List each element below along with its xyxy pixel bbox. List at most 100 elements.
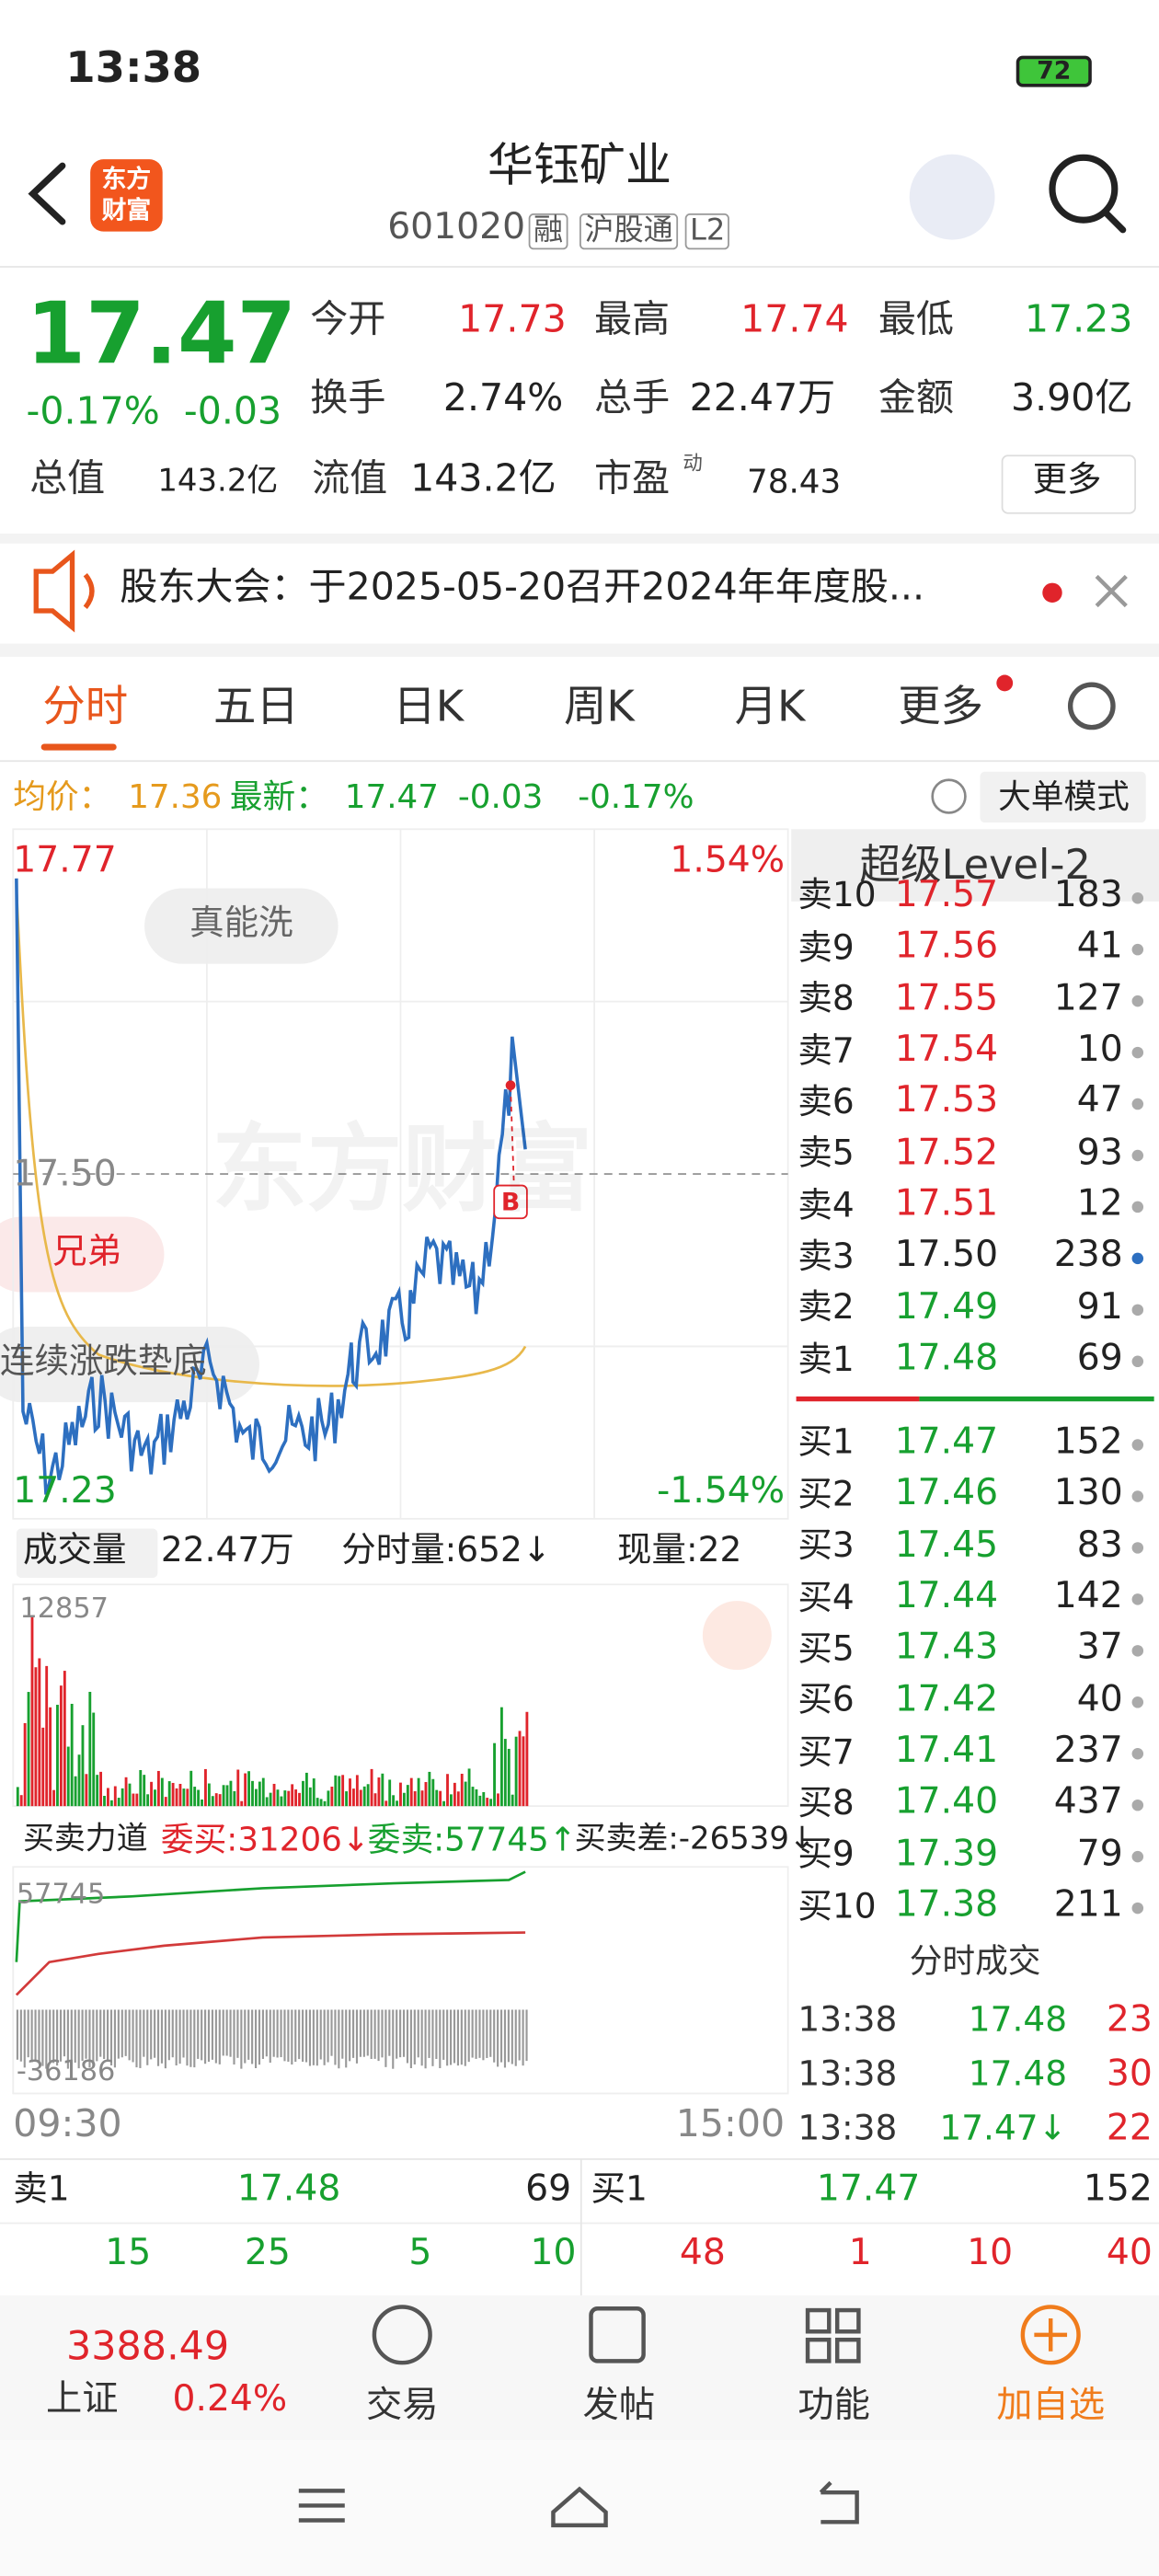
- volume-bar: [128, 1783, 132, 1807]
- more-button: 更多: [1032, 460, 1102, 500]
- volume-bar: [251, 1780, 254, 1807]
- row-dot: [1131, 1355, 1144, 1368]
- force-bar: [164, 2009, 166, 2069]
- force-bar: [518, 2009, 521, 2061]
- close-icon[interactable]: [1095, 574, 1128, 608]
- force-bar: [471, 2009, 474, 2058]
- volume-bar: [258, 1781, 261, 1807]
- volume-bar: [431, 1778, 435, 1807]
- force-bar: [85, 2009, 87, 2059]
- search-icon[interactable]: [1049, 154, 1119, 224]
- volume-minute: 分时量:652↓: [341, 1531, 552, 1570]
- tag-pill: [0, 1216, 165, 1293]
- volume-total: 22.47万: [160, 1531, 294, 1570]
- bid-label: 买7: [798, 1731, 855, 1771]
- volume-bar: [471, 1787, 475, 1807]
- field-label: 总手: [594, 378, 671, 421]
- force-bar: [258, 2009, 261, 2065]
- function-icon[interactable]: [805, 2307, 832, 2334]
- volume-bar: [518, 1731, 522, 1807]
- force-bar: [464, 2009, 466, 2066]
- force-bar: [525, 2009, 528, 2062]
- force-bar: [135, 2009, 138, 2068]
- force-bar: [453, 2009, 456, 2064]
- ask-label: 卖4: [798, 1184, 855, 1225]
- volume-bar: [287, 1790, 291, 1807]
- system-nav: [0, 2440, 1159, 2576]
- divider: [0, 643, 1159, 657]
- volume-bar: [298, 1792, 301, 1807]
- home-icon[interactable]: [551, 2486, 608, 2528]
- menu-icon[interactable]: [298, 2489, 345, 2523]
- volume-bar: [323, 1800, 327, 1807]
- force-bar: [27, 2009, 29, 2058]
- field-value: 22.47万: [689, 378, 836, 421]
- buy-count: 10: [967, 2232, 1014, 2274]
- index-change: 0.24%: [172, 2378, 288, 2421]
- force-bar: [146, 2009, 149, 2065]
- bid-label: 买8: [798, 1782, 855, 1823]
- back-nav-icon[interactable]: [819, 2480, 859, 2524]
- volume-bar: [240, 1800, 244, 1807]
- force-bar: [338, 2009, 340, 2069]
- marker-dot: [505, 1080, 516, 1091]
- volume-bar: [201, 1799, 203, 1807]
- logo: [90, 159, 163, 232]
- volume-bar: [247, 1771, 250, 1807]
- force-bar: [402, 2009, 406, 2057]
- mode-button[interactable]: [980, 771, 1146, 823]
- volume-bar: [233, 1790, 236, 1807]
- volume-selector[interactable]: [16, 1528, 158, 1579]
- ask-line: [15, 1870, 526, 1962]
- volume-bar: [189, 1770, 193, 1807]
- volume-bar: [16, 1787, 19, 1807]
- sell-count: 10: [530, 2232, 577, 2274]
- field-value: 3.90亿: [1010, 378, 1133, 421]
- back-icon[interactable]: [28, 162, 66, 225]
- post-icon[interactable]: [589, 2306, 646, 2363]
- volume-bar: [154, 1789, 156, 1807]
- volume-bar: [439, 1790, 442, 1807]
- volume-bar: [396, 1800, 398, 1807]
- force-bar: [316, 2009, 318, 2066]
- avg-label: 均价：: [13, 776, 112, 816]
- ask-label: 卖7: [798, 1029, 855, 1070]
- force-bar: [460, 2009, 463, 2065]
- add-icon[interactable]: [1020, 2305, 1081, 2365]
- force-bar: [298, 2009, 301, 2060]
- ask-price: 17.52: [894, 1132, 999, 1174]
- volume-bar: [143, 1775, 146, 1807]
- volume-bar: [81, 1725, 85, 1807]
- row-dot: [1131, 1542, 1144, 1554]
- volume-bar: [178, 1783, 182, 1807]
- force-bar: [186, 2009, 189, 2066]
- force-bar: [475, 2009, 477, 2059]
- row-dot: [1131, 1201, 1144, 1213]
- tab: 更多: [898, 682, 984, 732]
- trade-icon[interactable]: [372, 2305, 432, 2365]
- volume-bar: [514, 1736, 518, 1807]
- row-dot: [1131, 995, 1144, 1007]
- volume-bar: [450, 1794, 453, 1807]
- field-label: 金额: [878, 378, 954, 421]
- avatar[interactable]: [909, 154, 995, 240]
- force-diff: 买卖差:-26539↓: [574, 1820, 816, 1857]
- ask-label: 卖6: [798, 1081, 855, 1121]
- force-bar: [16, 2009, 18, 2060]
- volume-bar: [280, 1796, 283, 1807]
- force-bar: [272, 2009, 275, 2057]
- force-bar: [88, 2009, 91, 2068]
- help-icon[interactable]: [931, 778, 967, 814]
- settings-icon[interactable]: [1067, 682, 1116, 730]
- ask-price: 17.53: [894, 1080, 999, 1122]
- more-button[interactable]: [1001, 454, 1137, 514]
- volume-bar: [135, 1793, 139, 1807]
- buy-count: 48: [679, 2232, 726, 2274]
- expand-button[interactable]: [702, 1601, 772, 1671]
- volume-bar: [160, 1777, 164, 1807]
- force-bar: [92, 2009, 95, 2067]
- logo-text: 东方: [101, 164, 152, 194]
- bid-volume: 79: [1076, 1833, 1123, 1875]
- volume-bar: [327, 1790, 330, 1807]
